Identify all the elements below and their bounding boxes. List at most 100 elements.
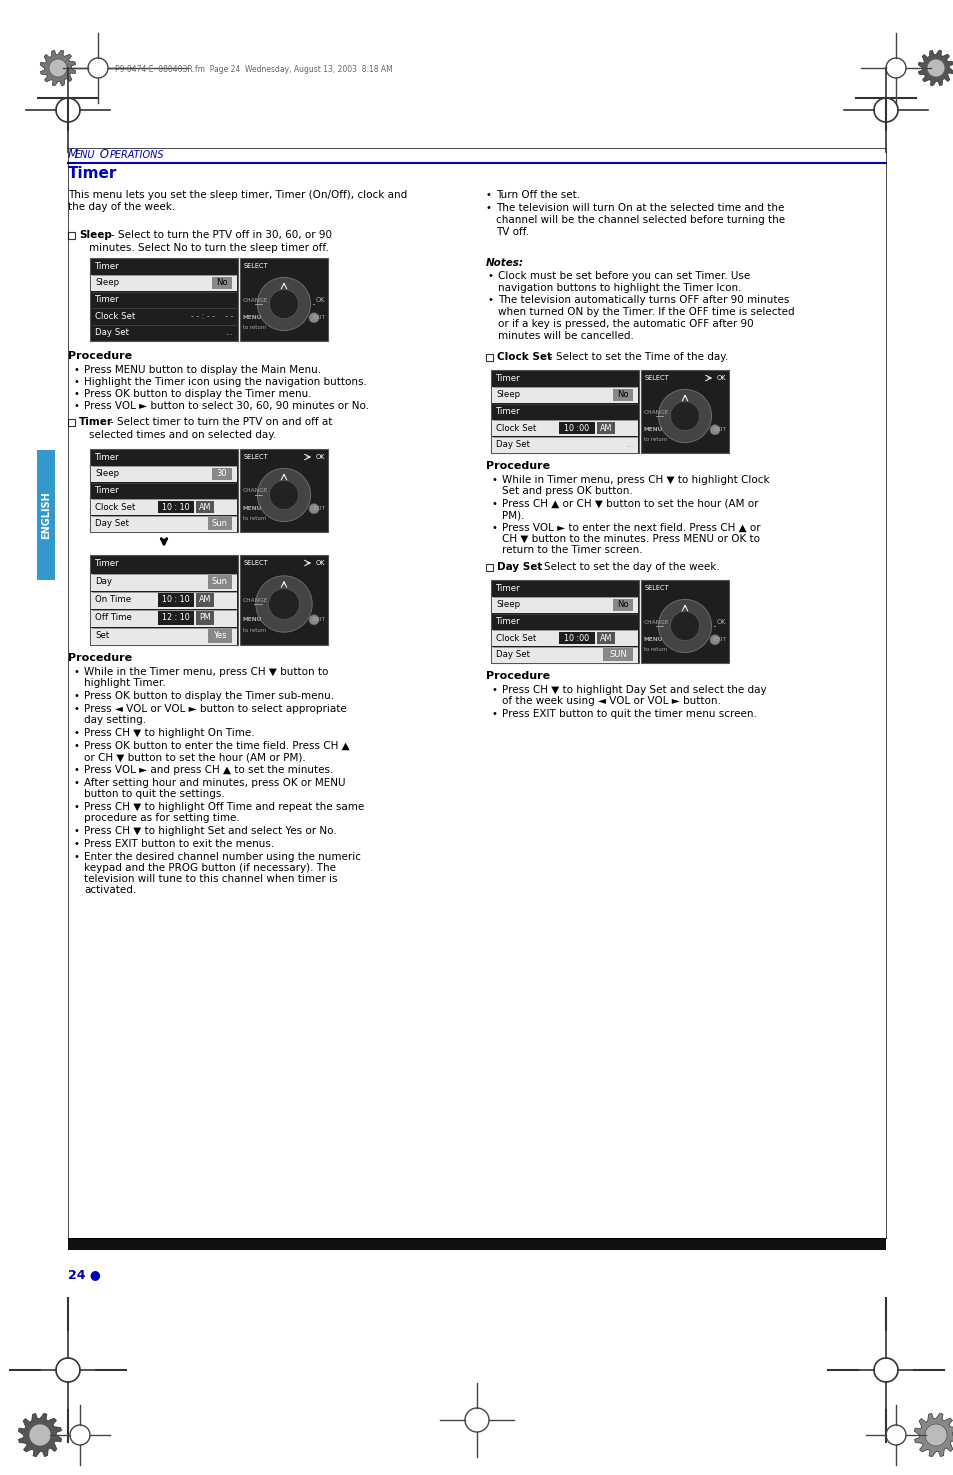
Bar — [158, 611, 193, 625]
Text: OK: OK — [315, 560, 325, 566]
Text: - - : - -    - -: - - : - - - - — [191, 311, 233, 320]
Text: Press EXIT button to exit the menus.: Press EXIT button to exit the menus. — [84, 839, 274, 850]
Text: Press MENU button to display the Main Menu.: Press MENU button to display the Main Me… — [84, 364, 321, 375]
Bar — [640, 580, 728, 662]
Bar — [91, 627, 236, 645]
Circle shape — [309, 313, 318, 323]
Bar — [37, 450, 55, 580]
Text: Sleep: Sleep — [95, 279, 119, 288]
Text: Procedure: Procedure — [485, 671, 550, 681]
Bar — [492, 386, 638, 403]
Text: Timer: Timer — [95, 261, 119, 271]
Bar — [640, 370, 728, 453]
Text: Turn Off the set.: Turn Off the set. — [496, 190, 579, 201]
Circle shape — [257, 469, 311, 522]
Circle shape — [309, 615, 318, 625]
Text: Press VOL ► button to select 30, 60, 90 minutes or No.: Press VOL ► button to select 30, 60, 90 … — [84, 401, 369, 412]
Text: MENU: MENU — [243, 316, 262, 320]
Text: Sleep: Sleep — [496, 600, 519, 609]
Text: button to quit the settings.: button to quit the settings. — [84, 789, 225, 799]
Bar — [492, 648, 638, 662]
Text: P9 0474 E  080403R.fm  Page 24  Wednesday, August 13, 2003  8:18 AM: P9 0474 E 080403R.fm Page 24 Wednesday, … — [115, 65, 393, 75]
Text: AM: AM — [599, 423, 612, 432]
Text: Day: Day — [95, 578, 112, 587]
Bar — [485, 563, 493, 571]
Text: The television automatically turns OFF after 90 minutes: The television automatically turns OFF a… — [497, 295, 788, 305]
Text: EXIT: EXIT — [312, 618, 325, 622]
Text: •: • — [74, 364, 80, 375]
Text: OK: OK — [716, 620, 725, 625]
Circle shape — [309, 504, 318, 513]
Text: Enter the desired channel number using the numeric: Enter the desired channel number using t… — [84, 853, 360, 861]
Text: CHANGE: CHANGE — [643, 620, 669, 624]
Text: to return: to return — [643, 437, 666, 442]
Text: On Time: On Time — [95, 596, 131, 605]
Text: •: • — [74, 853, 80, 861]
Text: EXIT: EXIT — [712, 637, 725, 642]
Text: Sleep: Sleep — [496, 391, 519, 400]
Text: Timer: Timer — [95, 559, 119, 568]
Text: •: • — [492, 475, 497, 485]
Text: •: • — [74, 704, 80, 714]
Bar — [492, 437, 638, 453]
Text: Timer: Timer — [496, 617, 520, 625]
Text: keypad and the PROG button (if necessary). The: keypad and the PROG button (if necessary… — [84, 863, 335, 873]
Text: minutes will be cancelled.: minutes will be cancelled. — [497, 330, 633, 341]
Bar — [91, 591, 236, 609]
Text: Timer: Timer — [95, 295, 119, 304]
Text: 24 ●: 24 ● — [68, 1268, 101, 1280]
Bar — [91, 500, 236, 515]
Text: MENU: MENU — [243, 506, 262, 512]
Circle shape — [29, 1423, 51, 1446]
Bar — [91, 609, 236, 627]
Bar — [195, 502, 213, 513]
Text: Clock Set: Clock Set — [496, 423, 536, 432]
Bar — [613, 388, 633, 401]
Text: 10 : 10: 10 : 10 — [162, 596, 190, 605]
Text: PM: PM — [199, 614, 211, 622]
Text: to return: to return — [243, 628, 266, 633]
Bar — [158, 593, 193, 608]
Circle shape — [269, 481, 298, 509]
Circle shape — [49, 59, 67, 77]
Text: PERATIONS: PERATIONS — [110, 150, 165, 159]
Bar — [240, 555, 328, 645]
Text: While in Timer menu, press CH ▼ to highlight Clock: While in Timer menu, press CH ▼ to highl… — [501, 475, 769, 485]
Text: - Select to turn the PTV off in 30, 60, or 90: - Select to turn the PTV off in 30, 60, … — [111, 230, 332, 240]
Text: Press VOL ► and press CH ▲ to set the minutes.: Press VOL ► and press CH ▲ to set the mi… — [84, 766, 333, 774]
Polygon shape — [40, 50, 75, 86]
Text: Highlight the Timer icon using the navigation buttons.: Highlight the Timer icon using the navig… — [84, 378, 367, 386]
Text: MENU: MENU — [643, 428, 662, 432]
Bar — [491, 370, 639, 453]
Text: Sun: Sun — [212, 519, 228, 528]
Text: Procedure: Procedure — [68, 653, 132, 662]
Text: •: • — [74, 826, 80, 836]
Bar — [558, 422, 595, 435]
Text: CH ▼ button to the minutes. Press MENU or OK to: CH ▼ button to the minutes. Press MENU o… — [501, 534, 760, 544]
Text: Clock Set: Clock Set — [95, 503, 135, 512]
Text: SELECT: SELECT — [644, 586, 669, 591]
Text: OK: OK — [315, 454, 325, 460]
Text: •: • — [74, 740, 80, 751]
Text: •: • — [74, 802, 80, 813]
Text: AM: AM — [198, 596, 211, 605]
Text: activated.: activated. — [84, 885, 136, 895]
Text: Sleep: Sleep — [79, 230, 112, 240]
Text: CHANGE: CHANGE — [243, 488, 268, 494]
Bar — [492, 630, 638, 646]
Text: procedure as for setting time.: procedure as for setting time. — [84, 813, 239, 823]
Circle shape — [709, 634, 720, 645]
Text: Press CH ▼ to highlight On Time.: Press CH ▼ to highlight On Time. — [84, 729, 254, 738]
Text: return to the Timer screen.: return to the Timer screen. — [501, 544, 642, 555]
Bar — [68, 1238, 885, 1249]
Text: Set and press OK button.: Set and press OK button. — [501, 485, 632, 496]
Text: Press CH ▼ to highlight Set and select Yes or No.: Press CH ▼ to highlight Set and select Y… — [84, 826, 336, 836]
Text: Timer: Timer — [496, 373, 520, 384]
Text: OK: OK — [717, 375, 726, 381]
Text: Sun: Sun — [212, 578, 228, 587]
Bar — [212, 277, 232, 289]
Text: While in the Timer menu, press CH ▼ button to: While in the Timer menu, press CH ▼ butt… — [84, 667, 328, 677]
Bar — [90, 258, 237, 341]
Circle shape — [268, 589, 299, 619]
Circle shape — [670, 612, 699, 640]
